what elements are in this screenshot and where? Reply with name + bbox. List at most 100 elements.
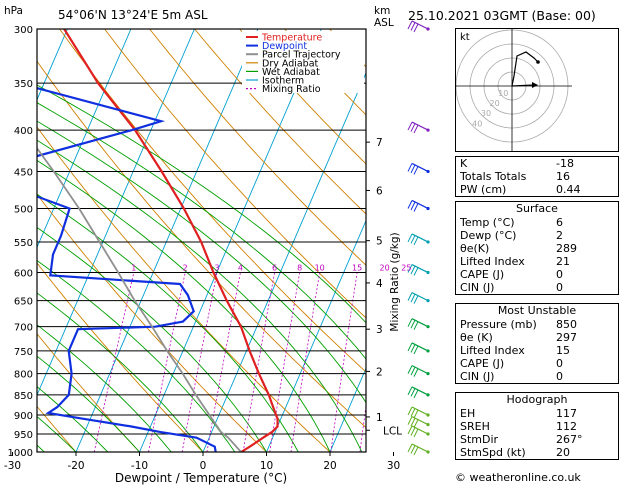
hodo-stat-value: 117 — [556, 407, 577, 420]
wind-barb-flag — [407, 416, 413, 425]
mu-row: Lifted Index 15 — [456, 344, 618, 357]
surface-value: 0 — [556, 281, 563, 294]
isotherm-line — [266, 219, 366, 452]
datetime: 25.10.2021 03GMT (Base: 00) — [408, 8, 596, 23]
surface-label: CAPE (J) — [460, 268, 505, 281]
wind-barb-flag — [410, 319, 416, 329]
wind-barb-shaft — [411, 443, 429, 453]
x-axis-label: Dewpoint / Temperature (°C) — [115, 471, 287, 485]
hodo-stat-label: StmDir — [460, 433, 499, 446]
mixing-ratio-line — [290, 272, 321, 452]
hodo-stat-label: SREH — [460, 420, 490, 433]
hodograph-kt-label: kt — [460, 32, 470, 43]
wind-barb-flag — [410, 123, 416, 132]
index-label: PW (cm) — [460, 183, 507, 196]
wind-barb-shaft — [411, 292, 429, 302]
hodo-stats-title: Hodograph — [506, 393, 568, 406]
axes: 3003504004505005506006507007508008509009… — [4, 5, 402, 485]
surface-label: Lifted Index — [460, 255, 525, 268]
wind-barb-shaft — [411, 406, 429, 416]
mixing-ratio-label: 10 — [315, 264, 325, 273]
wet-adiabat-line — [37, 355, 140, 452]
pressure-tick-label: 500 — [14, 204, 33, 215]
wind-barb-flag — [407, 264, 413, 273]
pressure-tick-label: 600 — [14, 269, 33, 280]
index-label: Totals Totals — [460, 170, 527, 183]
hodo-stat-label: EH — [460, 407, 476, 420]
wind-barb-shaft — [411, 263, 429, 274]
hodograph-storm-arrow — [532, 82, 538, 88]
pressure-tick-label: 300 — [14, 25, 33, 36]
pressure-tick-label: 350 — [14, 79, 33, 90]
pressure-tick-label: 850 — [14, 391, 33, 402]
wind-barb-flag — [413, 428, 419, 438]
temp-tick-label: 0 — [200, 460, 207, 472]
wind-barb-flag — [413, 203, 419, 212]
surface-label: Dewp (°C) — [460, 229, 517, 242]
index-value: 16 — [556, 170, 570, 183]
km-tick-label: 7 — [376, 137, 383, 149]
wind-barb-flag — [413, 267, 419, 276]
most-unstable-title: Most Unstable — [497, 304, 577, 317]
wind-barb-flag — [407, 20, 413, 30]
wind-barb-flag — [413, 236, 419, 246]
wind-barb-flag — [410, 344, 416, 353]
wind-barb-shaft — [411, 199, 429, 210]
lcl-label: LCL — [383, 425, 402, 437]
mu-label: CIN (J) — [460, 370, 495, 383]
wind-barb-flag — [410, 265, 416, 275]
temp-tick-label: 10 — [260, 460, 273, 472]
legend-label: Wet Adiabat — [262, 67, 320, 78]
legend-label: Isotherm — [262, 76, 304, 87]
index-label: K — [460, 157, 468, 170]
series-temperature — [63, 29, 279, 452]
wind-barb-flag — [407, 406, 413, 416]
isotherm-line — [75, 29, 259, 452]
mixing-ratio-label: 6 — [272, 264, 277, 273]
legend-label: Dry Adiabat — [262, 58, 319, 69]
pressure-tick-label: 1000 — [8, 448, 33, 459]
wet-adiabat-line — [37, 415, 77, 452]
mixing-ratio-label: 20 — [380, 264, 390, 273]
mu-value: 297 — [556, 331, 577, 344]
surface-value: 289 — [556, 242, 577, 255]
wind-barb-flag — [410, 235, 416, 244]
surface-row: CIN (J) 0 — [456, 281, 618, 294]
mu-label: Pressure (mb) — [460, 318, 537, 331]
wind-barb-flag — [410, 164, 416, 174]
mixing-ratio-line — [330, 272, 358, 452]
isotherm-line — [202, 71, 366, 452]
dry-adiabat-line — [37, 405, 77, 452]
dry-adiabat-line — [194, 29, 366, 215]
km-tick-label: 2 — [376, 366, 383, 378]
wind-barb-flag — [410, 408, 416, 417]
hodograph-end-point — [536, 60, 540, 64]
wind-barb-flag — [413, 23, 419, 33]
hodograph-ring-label: 30 — [481, 109, 491, 118]
mixing-ratio-line — [242, 272, 275, 452]
km-tick-label: 5 — [376, 236, 383, 248]
wind-barb-shaft — [411, 162, 429, 172]
wind-barb-flag — [407, 292, 413, 301]
legend-label: Temperature — [261, 33, 322, 44]
wind-barb-flag — [407, 342, 413, 352]
surface-row: CAPE (J) 0 — [456, 268, 618, 281]
surface-row: Lifted Index 21 — [456, 255, 618, 268]
hodo-stat-row: StmDir 267° — [456, 433, 618, 446]
pressure-tick-label: 650 — [14, 297, 33, 308]
surface-value: 2 — [556, 229, 563, 242]
mu-label: Lifted Index — [460, 344, 525, 357]
wind-barb-shaft — [411, 121, 429, 131]
wind-barb-flag — [410, 388, 416, 397]
mixing-ratio-line — [148, 272, 186, 452]
wind-barb-flag — [407, 318, 413, 327]
profile-series — [37, 29, 279, 452]
temp-tick-label: -10 — [131, 460, 148, 472]
hpa-label: hPa — [4, 5, 23, 17]
dry-adiabat-line — [149, 29, 366, 266]
mu-value: 15 — [556, 344, 570, 357]
wind-barb-flag — [407, 163, 413, 172]
dry-adiabat-line — [239, 29, 366, 165]
surface-row: Dewp (°C) 2 — [456, 229, 618, 242]
